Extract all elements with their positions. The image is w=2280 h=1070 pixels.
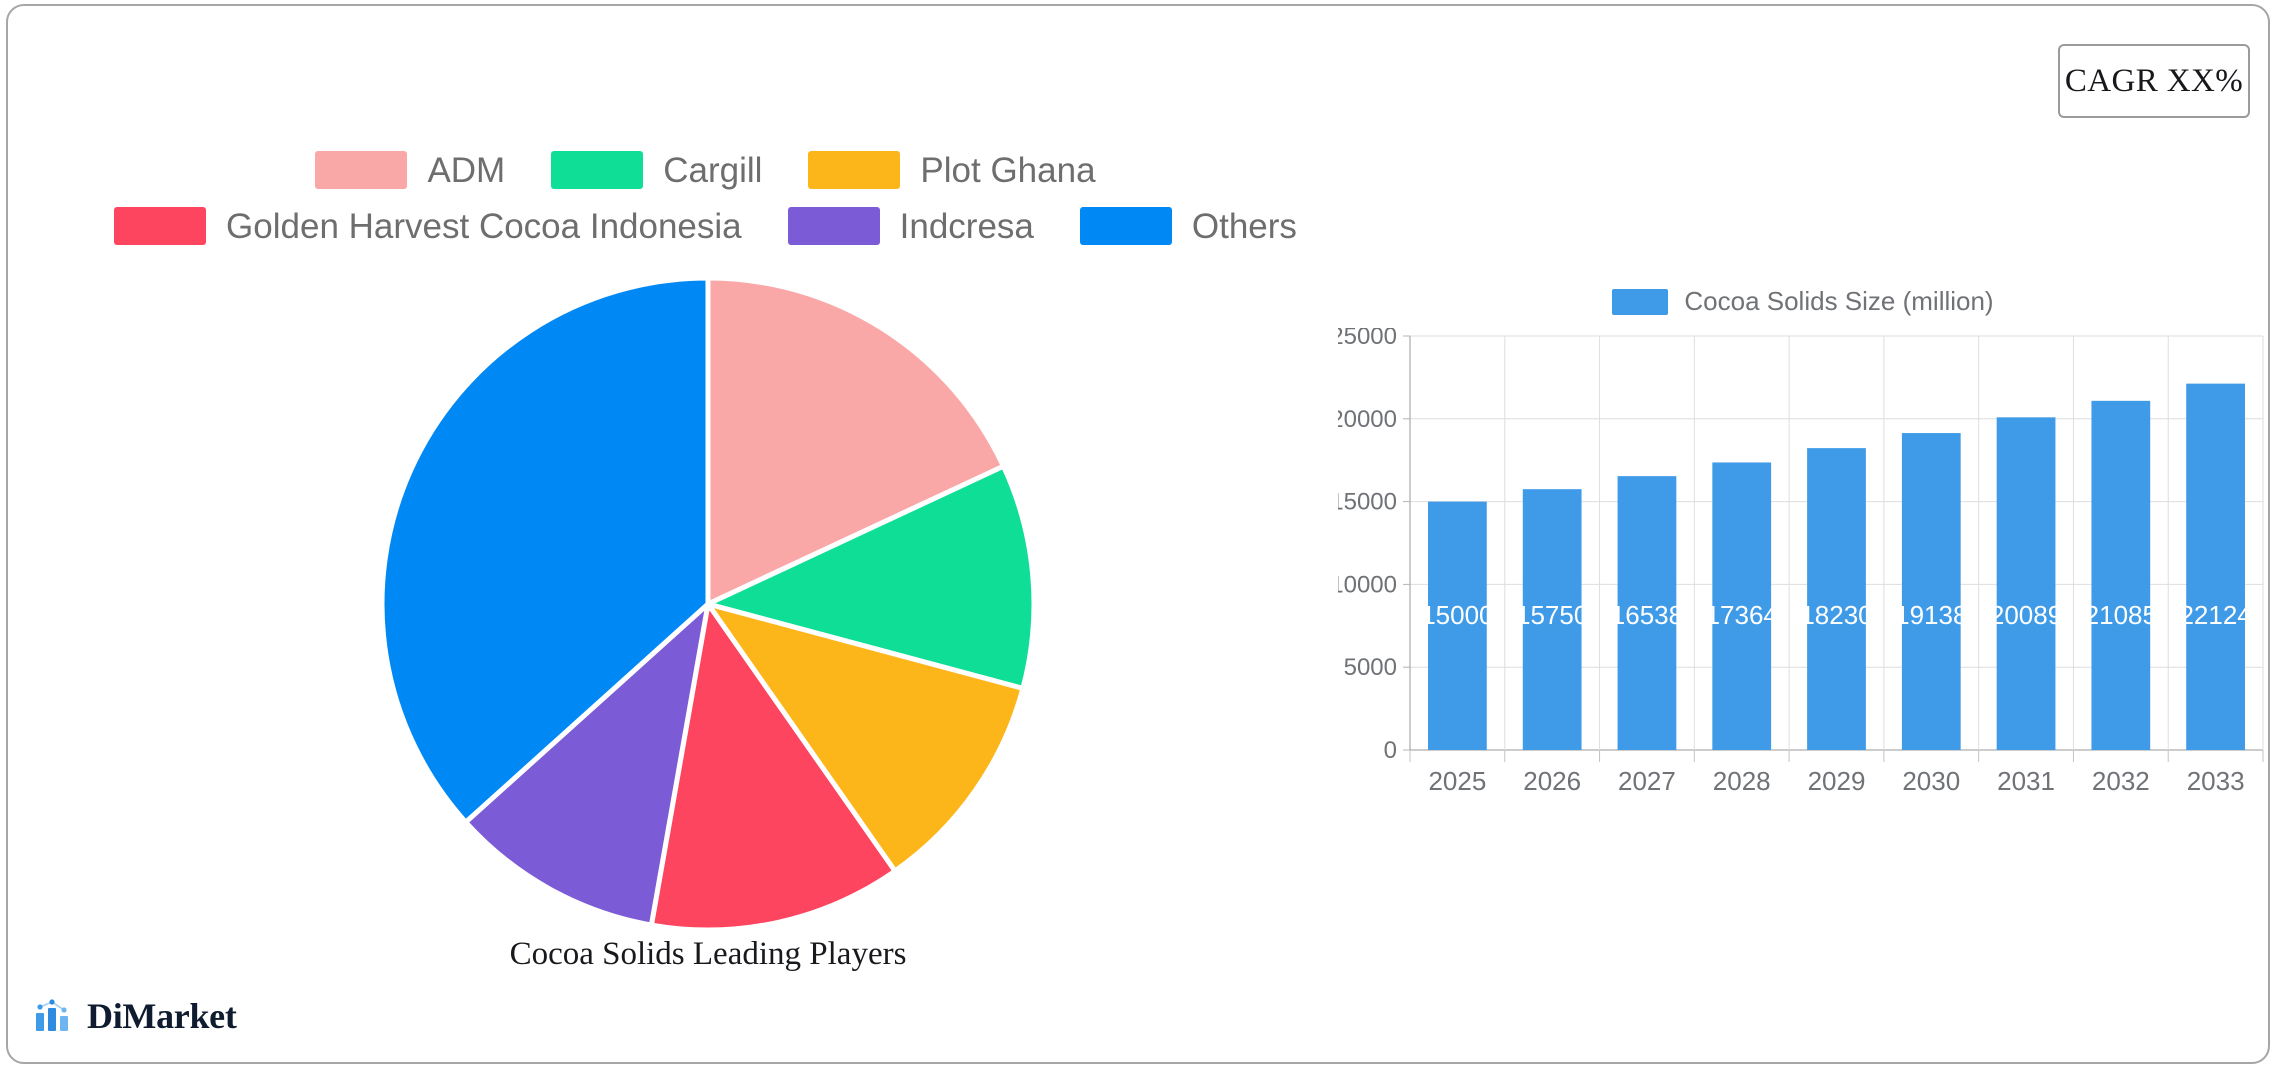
bar-rect[interactable] — [1428, 501, 1487, 750]
cagr-badge-label: CAGR XX% — [2064, 62, 2244, 99]
y-tick-label: 0 — [1384, 737, 1397, 764]
legend-item-others[interactable]: Others — [1079, 206, 1297, 246]
bar-chart-value-labels: 15000 15750 16538 17364 18230 19138 20089 21085… — [1421, 600, 2252, 630]
bar-rect[interactable] — [1807, 448, 1866, 750]
x-tick-label: 2032 — [2092, 766, 2150, 796]
bar-value-label: 16538 — [1611, 600, 1683, 630]
report-card: CAGR XX% ADM Cargill Plot Ghana Golden H… — [6, 4, 2270, 1064]
bar-rect[interactable] — [1996, 417, 2056, 750]
legend-label-others: Others — [1191, 206, 1297, 246]
bar-value-label: 19138 — [1895, 600, 1967, 630]
pie-slice[interactable] — [705, 601, 1026, 874]
bar-value-label: 15000 — [1421, 600, 1493, 630]
x-tick-label: 2030 — [1902, 766, 1960, 796]
y-tick-label: 20000 — [1338, 406, 1397, 433]
x-tick-label: 2028 — [1713, 766, 1771, 796]
legend-swatch-cargill — [551, 151, 644, 189]
legend-label-cargill: Cargill — [663, 150, 763, 190]
bar-value-label: 21085 — [2085, 600, 2157, 630]
pie-legend-row-1: ADM Cargill Plot Ghana — [8, 151, 1403, 189]
dimarket-logo-text: DiMarket — [87, 996, 237, 1036]
y-tick-label: 5000 — [1344, 654, 1397, 681]
x-tick-label: 2025 — [1428, 766, 1486, 796]
x-tick-label: 2027 — [1618, 766, 1676, 796]
bar-value-label: 18230 — [1800, 600, 1872, 630]
bar-value-label: 17364 — [1706, 600, 1778, 630]
bar-rect[interactable] — [1712, 462, 1772, 750]
pie-slice-group — [379, 275, 1037, 933]
bar-value-label: 20089 — [1990, 600, 2062, 630]
pie-slice[interactable] — [705, 275, 1006, 607]
bar-rect[interactable] — [1901, 433, 1961, 750]
bar-rect[interactable] — [1617, 476, 1677, 750]
legend-label-golden-harvest: Golden Harvest Cocoa Indonesia — [226, 206, 742, 246]
x-tick-label: 2026 — [1523, 766, 1581, 796]
pie-slice[interactable] — [463, 601, 711, 928]
x-tick-label: 2033 — [2187, 766, 2245, 796]
legend-item-indcresa[interactable]: Indcresa — [787, 206, 1034, 246]
bar-chart-y-axis: 0 5000 10000 15000 20000 25000 — [1338, 328, 1410, 764]
pie-slice[interactable] — [648, 601, 898, 933]
y-tick-label: 15000 — [1338, 489, 1397, 516]
legend-label-indcresa: Indcresa — [899, 206, 1034, 246]
pie-chart-svg — [379, 275, 1037, 933]
bar-chart-x-axis: 2025 2026 2027 2028 2029 2030 2031 2032 2033 — [1409, 750, 2264, 796]
legend-item-golden-harvest[interactable]: Golden Harvest Cocoa Indonesia — [114, 207, 742, 245]
pie-chart-title: Cocoa Solids Leading Players — [509, 936, 907, 972]
legend-swatch-plot-ghana — [808, 151, 901, 189]
pie-legend: ADM Cargill Plot Ghana Golden Harvest Co… — [8, 151, 1403, 245]
bar-chart-legend[interactable]: Cocoa Solids Size (million) — [1338, 286, 2268, 317]
y-tick-label: 25000 — [1338, 328, 1397, 350]
x-tick-label: 2031 — [1997, 766, 2055, 796]
legend-label-plot-ghana: Plot Ghana — [920, 150, 1096, 190]
bar-chart-svg: 0 5000 10000 15000 20000 25000 15000 15750 1653… — [1338, 328, 2264, 796]
bar-chart-bars — [1428, 383, 2245, 750]
dimarket-logo: DiMarket — [34, 998, 237, 1034]
pie-slice[interactable] — [705, 463, 1037, 691]
bar-value-label: 15750 — [1516, 600, 1588, 630]
bar-value-label: 22124 — [2179, 600, 2251, 630]
bar-chart-logo-icon — [36, 999, 68, 1031]
y-tick-label: 10000 — [1338, 571, 1397, 598]
legend-label-adm: ADM — [427, 150, 506, 190]
pie-slice[interactable] — [379, 275, 711, 825]
bar-legend-label: Cocoa Solids Size (million) — [1684, 286, 1994, 316]
legend-item-plot-ghana[interactable]: Plot Ghana — [808, 150, 1096, 190]
legend-swatch-golden-harvest — [114, 207, 207, 245]
legend-swatch-adm — [315, 151, 408, 189]
legend-swatch-others — [1079, 207, 1172, 245]
legend-item-cargill[interactable]: Cargill — [551, 151, 762, 189]
x-tick-label: 2029 — [1808, 766, 1866, 796]
bar-rect[interactable] — [1522, 489, 1582, 750]
pie-chart[interactable] — [378, 274, 1038, 934]
legend-swatch-indcresa — [787, 207, 880, 245]
legend-item-adm[interactable]: ADM — [315, 151, 505, 189]
bar-legend-swatch — [1612, 288, 1669, 315]
bar-rect[interactable] — [2186, 383, 2245, 750]
bar-rect[interactable] — [2091, 400, 2151, 750]
cagr-badge: CAGR XX% — [2058, 44, 2250, 118]
pie-legend-row-2: Golden Harvest Cocoa Indonesia Indcresa … — [8, 207, 1403, 245]
bar-chart-panel[interactable]: Cocoa Solids Size (million) 0 5000 10000 15… — [1338, 286, 2268, 816]
